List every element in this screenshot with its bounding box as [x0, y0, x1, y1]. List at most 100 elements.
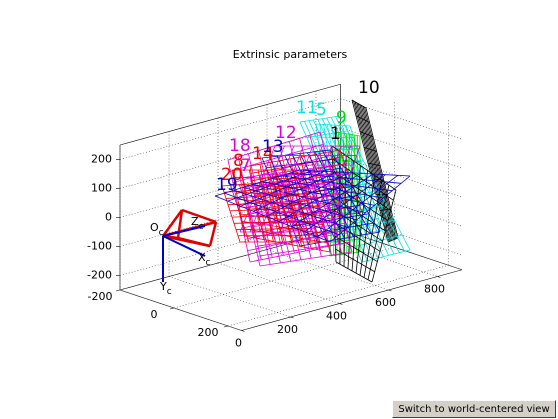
y-tick-label: 200 [198, 326, 219, 339]
plane-mesh [249, 149, 341, 167]
plane-mesh [329, 145, 361, 233]
plane-mesh [252, 184, 366, 214]
plane-mesh [351, 99, 367, 109]
view-button[interactable]: Switch to world-centered view [392, 400, 556, 418]
plane-mesh [278, 144, 306, 251]
y-tick-label: 0 [151, 308, 158, 321]
plane-mesh [224, 192, 340, 236]
plane-mesh [230, 143, 324, 172]
plane-mesh [362, 106, 397, 239]
x-tick-label: 200 [277, 323, 298, 336]
plane-label: 10 [358, 78, 380, 98]
plane-mesh [253, 171, 337, 212]
tick-mark [388, 289, 392, 292]
plane-mesh [214, 169, 301, 197]
camera-label-main: X [198, 251, 206, 264]
plane-mesh [266, 158, 336, 169]
grid-line [266, 249, 389, 291]
plane-mesh [235, 227, 316, 230]
plane-mesh [299, 121, 363, 263]
plane-mesh [271, 178, 384, 199]
tick-mark [241, 330, 245, 332]
camera-frustum [208, 221, 218, 247]
camera-frustum [181, 208, 217, 224]
grid-line [227, 264, 449, 327]
grid-line [315, 235, 438, 277]
tick-mark [115, 289, 121, 292]
plane-mesh [279, 172, 302, 260]
plane-mesh [239, 165, 331, 179]
plane-mesh [248, 203, 340, 218]
plane-mesh [315, 123, 351, 127]
plane-mesh [349, 134, 353, 254]
plane-mesh [306, 130, 348, 138]
camera-label-sub: c [167, 287, 172, 297]
plane-mesh [367, 162, 381, 167]
plane-mesh [322, 150, 372, 234]
plane-mesh [355, 234, 403, 247]
plane-mesh [299, 231, 381, 247]
plane-mesh [255, 232, 348, 247]
planes [214, 99, 411, 283]
plane-mesh [357, 103, 393, 241]
plane-mesh [353, 100, 390, 242]
plane-mesh [227, 170, 313, 202]
plane-mesh [240, 170, 325, 207]
plane-mesh [356, 102, 392, 241]
grid-line [173, 246, 395, 309]
plane-mesh [256, 183, 276, 243]
plane-mesh [231, 169, 246, 237]
plane-mesh [243, 186, 357, 221]
plane-label: 12 [275, 123, 297, 143]
plane-mesh [230, 185, 250, 243]
plane-mesh [269, 145, 304, 233]
camera-label-sub: c [199, 222, 204, 232]
plane-label: 14 [252, 144, 274, 164]
plane-mesh [291, 213, 369, 227]
chart-title: Extrinsic parameters [233, 48, 348, 61]
grid-line [119, 156, 341, 218]
camera-label-sub: c [159, 228, 164, 238]
plane-mesh [299, 169, 411, 177]
x-tick-label: 0 [235, 337, 242, 350]
plane-mesh [371, 189, 397, 283]
axis-line [241, 269, 463, 331]
tick-mark [223, 325, 229, 328]
plane-mesh [316, 175, 399, 238]
camera-label-main: Y [159, 280, 167, 293]
axis-line [119, 83, 341, 146]
camera-label: Yc [159, 280, 172, 297]
grid-line [119, 98, 341, 160]
plane-mesh [335, 131, 361, 137]
plane-mesh [335, 261, 373, 283]
camera-label-sub: c [206, 258, 211, 268]
tick-mark [437, 276, 441, 278]
plane-mesh [274, 176, 347, 188]
camera-axis [162, 225, 206, 237]
plane-mesh [329, 151, 352, 215]
plane-mesh [265, 172, 350, 217]
camera-frustum [177, 236, 211, 248]
plane-mesh [363, 180, 383, 278]
plane-mesh [237, 234, 318, 237]
plane-mesh [334, 125, 361, 236]
plane-mesh [232, 156, 327, 184]
grid-line [119, 228, 341, 291]
plane-mesh [329, 149, 381, 233]
plane-mesh [214, 195, 331, 243]
camera-label: Xc [198, 251, 211, 268]
plane-mesh [359, 175, 376, 276]
plane-mesh [262, 181, 375, 206]
grid-line [119, 127, 341, 189]
plane-label: 18 [229, 136, 251, 156]
plane-mesh [238, 184, 259, 243]
plane-mesh [342, 133, 348, 255]
plane-mesh [242, 220, 326, 235]
plane-mesh [249, 176, 271, 265]
plane-label: 9 [336, 108, 347, 128]
plane-mesh [359, 104, 394, 240]
plane-mesh [360, 105, 396, 240]
grid-line [119, 214, 341, 276]
grid-line [217, 262, 340, 304]
